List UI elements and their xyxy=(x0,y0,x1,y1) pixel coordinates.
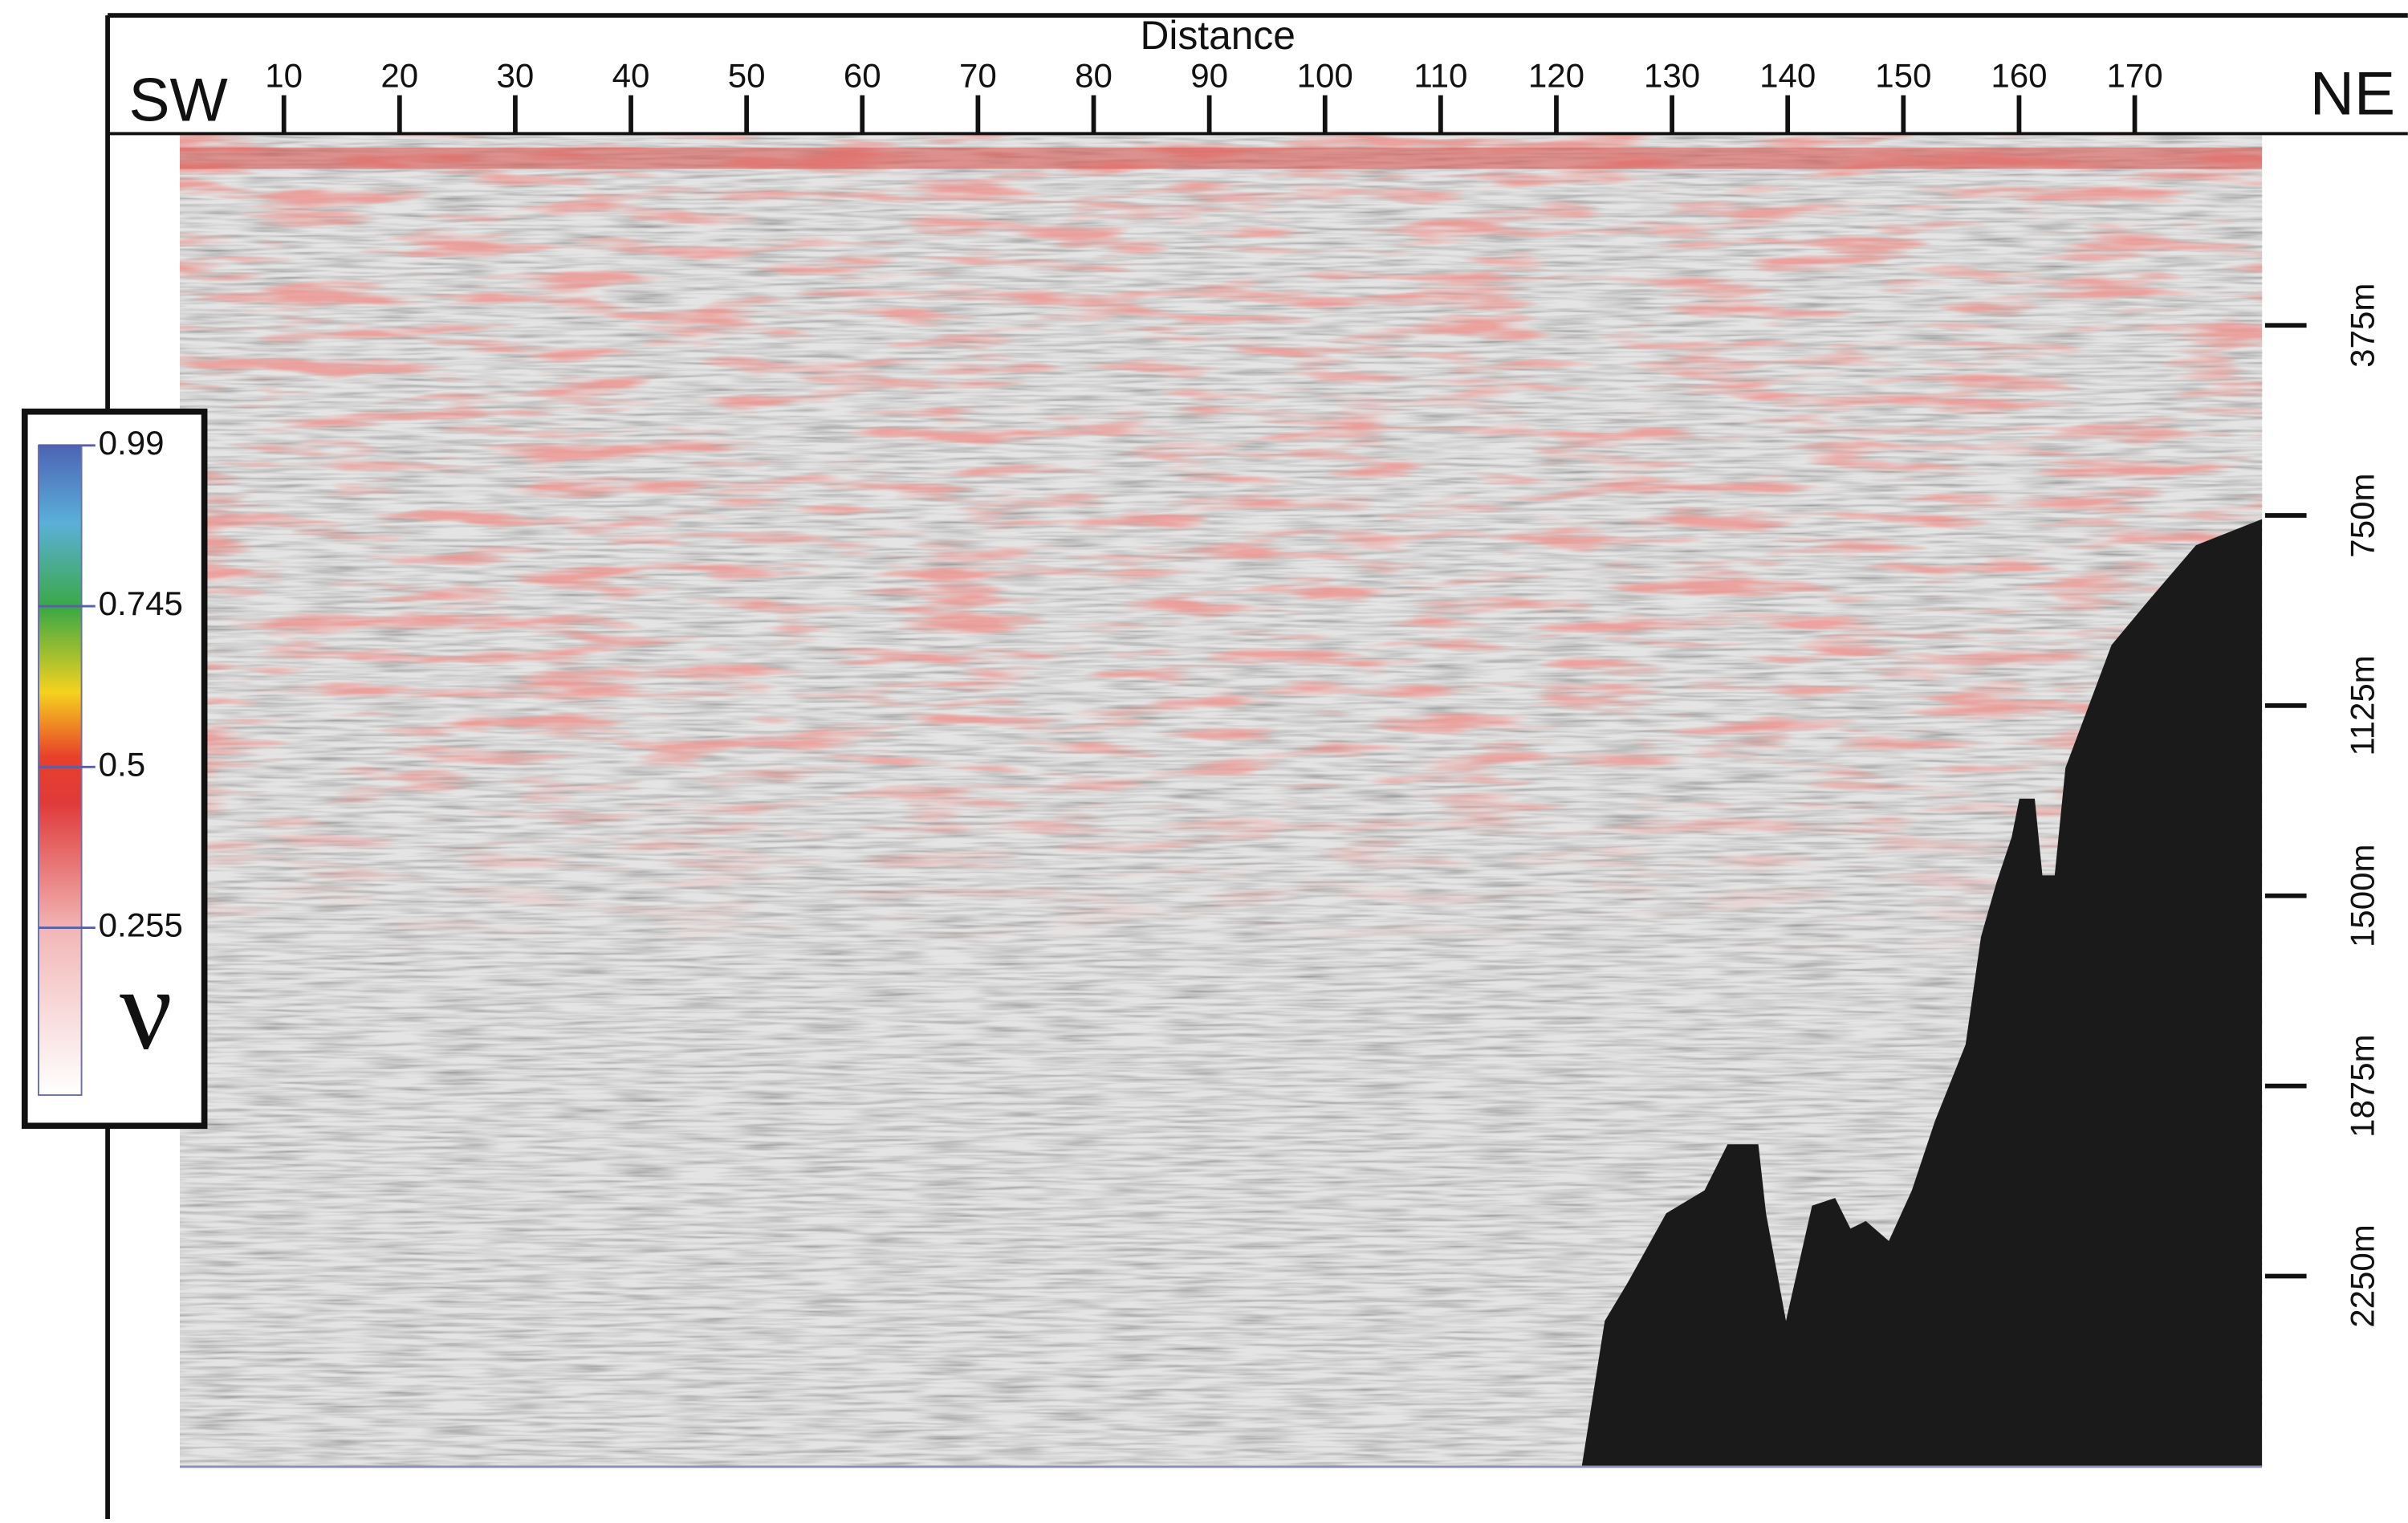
colorbar-label: ν xyxy=(120,945,173,1074)
x-tick-label: 150 xyxy=(1875,57,1931,95)
page: Distance SW NE ν 10 20 30 40 50 60 70 80 90 100 11… xyxy=(0,0,2408,1519)
colorbar-tick-label: 0.5 xyxy=(99,745,146,783)
x-tick-label: 20 xyxy=(380,57,418,95)
y-tick-label: 1500m xyxy=(2343,844,2381,947)
figure: Distance SW NE ν 10 20 30 40 50 60 70 80 90 100 11… xyxy=(0,0,2408,1519)
x-tick-label: 140 xyxy=(1759,57,1816,95)
y-tick-label: 1875m xyxy=(2343,1034,2381,1138)
x-tick-label: 10 xyxy=(265,57,303,95)
x-axis-title: Distance xyxy=(1140,13,1295,58)
x-tick-label: 110 xyxy=(1413,57,1467,95)
seabed-reflector xyxy=(180,148,2262,169)
colorbar-tick-label: 0.255 xyxy=(99,906,183,944)
x-tick-label: 170 xyxy=(2106,57,2162,95)
x-tick-label: 130 xyxy=(1644,57,1700,95)
y-tick-label: 375m xyxy=(2343,283,2381,368)
x-tick-label: 40 xyxy=(612,57,650,95)
colorbar-tick-label: 0.745 xyxy=(99,584,183,622)
x-tick-label: 30 xyxy=(497,57,535,95)
y-tick-label: 2250m xyxy=(2343,1224,2381,1328)
y-tick-label: 1125m xyxy=(2343,655,2381,756)
colorbar xyxy=(39,446,82,1095)
x-tick-label: 50 xyxy=(728,57,766,95)
y-tick-label: 750m xyxy=(2343,473,2381,557)
x-tick-label: 60 xyxy=(844,57,881,95)
left-label: SW xyxy=(128,66,227,134)
right-label: NE xyxy=(2310,60,2395,128)
x-tick-label: 90 xyxy=(1190,57,1228,95)
x-tick-label: 160 xyxy=(1991,57,2047,95)
colorbar-tick-label: 0.99 xyxy=(99,424,165,462)
x-tick-label: 70 xyxy=(959,57,997,95)
x-tick-label: 100 xyxy=(1297,57,1353,95)
x-tick-label: 120 xyxy=(1528,57,1584,95)
x-tick-label: 80 xyxy=(1075,57,1112,95)
